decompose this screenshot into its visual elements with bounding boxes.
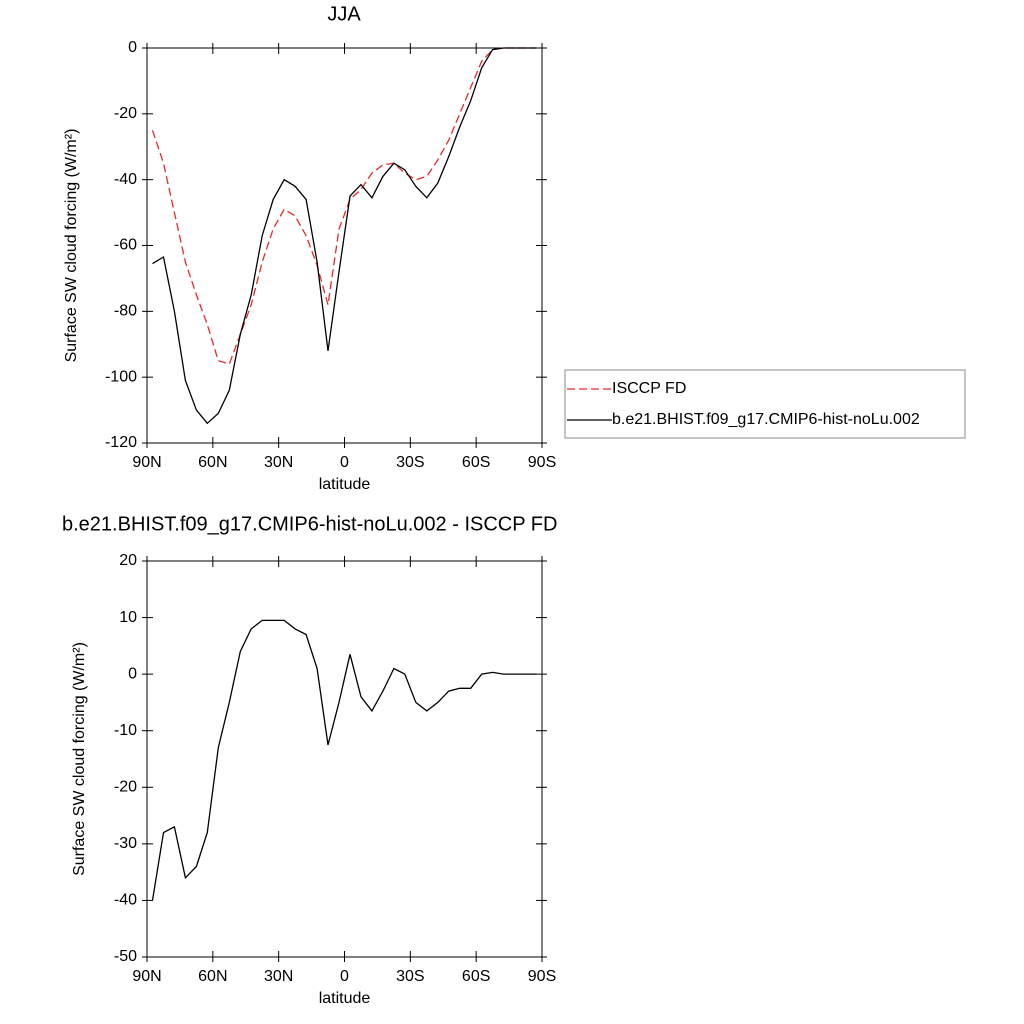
- y-tick-label: -120: [105, 434, 137, 451]
- x-tick-label: 90S: [528, 454, 556, 471]
- legend-label: b.e21.BHIST.f09_g17.CMIP6-hist-noLu.002: [612, 411, 920, 428]
- x-tick-label: 30N: [264, 454, 293, 471]
- y-tick-label: 20: [119, 552, 137, 569]
- y-axis-label: Surface SW cloud forcing (W/m²): [63, 129, 80, 363]
- x-axis-label: latitude: [319, 990, 371, 1007]
- legend-box: [564, 369, 966, 439]
- y-tick-label: -60: [114, 237, 137, 254]
- y-tick-label: -40: [114, 171, 137, 188]
- x-tick-label: 90S: [528, 968, 556, 985]
- y-axis-label: Surface SW cloud forcing (W/m²): [71, 642, 88, 876]
- x-tick-label: 60S: [462, 968, 490, 985]
- x-tick-label: 0: [340, 454, 349, 471]
- y-tick-label: -50: [114, 948, 137, 965]
- y-tick-label: 10: [119, 609, 137, 626]
- x-tick-label: 60N: [198, 968, 227, 985]
- x-tick-label: 90N: [132, 454, 161, 471]
- y-tick-label: 0: [128, 39, 137, 56]
- x-tick-label: 90N: [132, 968, 161, 985]
- x-tick-label: 0: [340, 968, 349, 985]
- y-tick-label: -40: [114, 892, 137, 909]
- x-tick-label: 30N: [264, 968, 293, 985]
- y-tick-label: -20: [114, 105, 137, 122]
- y-tick-label: -80: [114, 303, 137, 320]
- data-line: [151, 619, 537, 901]
- plot-frame: [146, 47, 543, 444]
- x-tick-label: 30S: [396, 968, 424, 985]
- y-tick-label: -10: [114, 722, 137, 739]
- y-tick-label: -20: [114, 779, 137, 796]
- data-line: [152, 47, 537, 425]
- x-axis-label: latitude: [319, 476, 371, 493]
- chart-title: JJA: [327, 3, 361, 25]
- y-tick-label: -100: [105, 368, 137, 385]
- y-tick-label: -30: [114, 835, 137, 852]
- plot-frame: [146, 560, 543, 958]
- chart-title: b.e21.BHIST.f09_g17.CMIP6-hist-noLu.002 …: [62, 513, 557, 535]
- y-tick-label: 0: [128, 665, 137, 682]
- legend-label: ISCCP FD: [612, 380, 686, 397]
- x-tick-label: 60N: [198, 454, 227, 471]
- x-tick-label: 30S: [396, 454, 424, 471]
- x-tick-label: 60S: [462, 454, 490, 471]
- data-line: [151, 47, 537, 365]
